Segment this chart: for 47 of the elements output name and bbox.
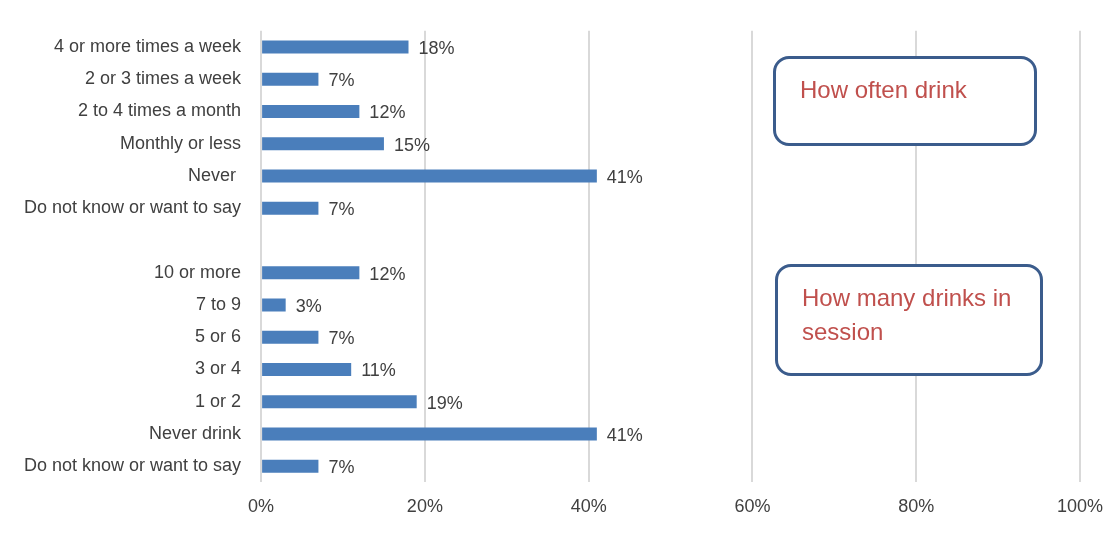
x-tick-label: 20% xyxy=(406,496,443,517)
y-tick-label: Do not know or want to say xyxy=(24,455,242,476)
data-label: 41% xyxy=(606,166,643,187)
data-label: 3% xyxy=(295,295,322,316)
y-tick-label: Do not know or want to say xyxy=(24,197,242,218)
data-label: 12% xyxy=(369,102,406,123)
y-tick-label: 4 or more times a week xyxy=(54,35,243,56)
y-tick-label: 2 to 4 times a month xyxy=(78,100,242,121)
data-label: 7% xyxy=(328,328,355,349)
data-label: 7% xyxy=(328,199,355,220)
y-tick-label: 5 or 6 xyxy=(195,326,242,347)
y-tick-label: Monthly or less xyxy=(120,132,242,153)
y-tick-label: 2 or 3 times a week xyxy=(85,68,243,89)
y-tick-label: Never xyxy=(188,164,242,185)
data-label: 12% xyxy=(369,263,406,284)
y-tick-label: Never drink xyxy=(149,422,243,443)
bar xyxy=(262,330,319,344)
y-tick-label: 7 to 9 xyxy=(196,293,242,314)
data-label: 18% xyxy=(418,37,455,58)
bar xyxy=(262,459,319,473)
bar xyxy=(262,169,597,183)
callout-box: How often drink xyxy=(773,56,1037,146)
data-label: 7% xyxy=(328,70,355,91)
x-tick-label: 100% xyxy=(1056,496,1103,517)
data-label: 15% xyxy=(393,134,430,155)
bar xyxy=(262,363,352,376)
data-label: 11% xyxy=(361,360,396,381)
x-tick-label: 0% xyxy=(248,496,275,517)
bar xyxy=(262,72,319,86)
callout-box: How many drinks in session xyxy=(775,264,1043,376)
data-label: 19% xyxy=(426,392,463,413)
bar xyxy=(262,40,409,54)
bar xyxy=(262,395,417,409)
bar xyxy=(262,137,384,151)
bar xyxy=(262,201,319,215)
x-tick-label: 80% xyxy=(898,496,935,517)
x-tick-label: 40% xyxy=(570,496,607,517)
x-tick-label: 60% xyxy=(734,496,771,517)
bar xyxy=(262,266,360,280)
data-label: 41% xyxy=(606,424,643,445)
bar xyxy=(262,104,360,118)
bar xyxy=(262,427,597,441)
data-label: 7% xyxy=(328,457,355,478)
y-tick-label: 10 or more xyxy=(154,261,242,282)
y-tick-label: 1 or 2 xyxy=(195,390,242,411)
y-tick-label: 3 or 4 xyxy=(195,358,242,379)
bar xyxy=(262,298,286,312)
